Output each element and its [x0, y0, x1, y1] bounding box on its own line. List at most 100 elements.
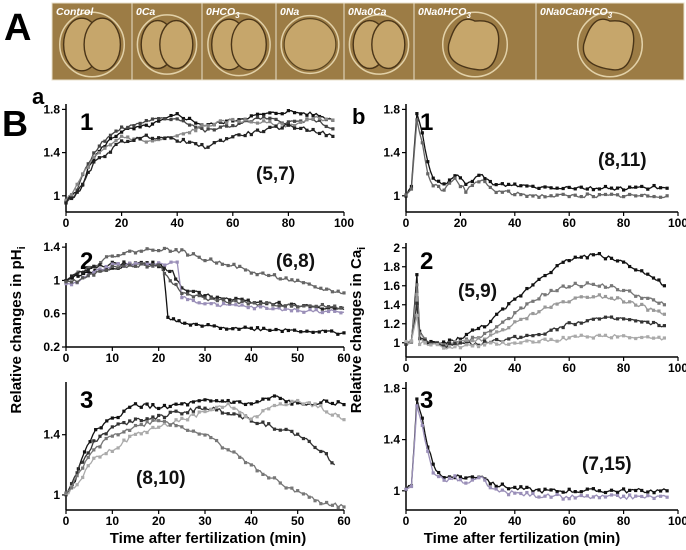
data-point [470, 478, 474, 482]
data-point [579, 295, 583, 299]
data-point [307, 495, 311, 499]
data-point [166, 315, 170, 319]
x-tick-label: 0 [403, 216, 410, 230]
data-point [92, 155, 96, 159]
data-point [268, 125, 272, 129]
data-point [609, 315, 614, 319]
data-point [317, 131, 322, 136]
data-point [180, 412, 184, 416]
data-point [646, 490, 650, 494]
data-point [622, 260, 626, 264]
data-point [320, 302, 324, 307]
data-point [110, 262, 114, 266]
data-point [212, 324, 216, 328]
data-point [525, 317, 529, 321]
data-point [186, 292, 190, 296]
x-tick-label: 50 [291, 514, 305, 528]
data-point [296, 278, 300, 282]
data-point [174, 282, 178, 287]
data-point [591, 188, 595, 192]
data-point [458, 337, 462, 341]
data-point [64, 491, 68, 495]
data-point [225, 119, 229, 123]
data-point [470, 179, 474, 184]
data-point [495, 342, 499, 346]
sample-size-label: (8,10) [136, 468, 186, 489]
data-point [597, 193, 602, 197]
data-point [126, 135, 130, 139]
data-point [495, 337, 499, 342]
data-point [292, 126, 297, 130]
data-point [603, 490, 608, 495]
data-point [591, 295, 595, 299]
data-point [138, 125, 142, 129]
data-point [483, 478, 487, 482]
data-point [280, 112, 284, 116]
data-point [243, 415, 248, 419]
data-point [640, 193, 644, 198]
data-point [175, 117, 179, 121]
data-point [286, 123, 290, 127]
data-point [567, 321, 571, 325]
series-markers-2 [64, 405, 334, 497]
data-point [420, 131, 424, 135]
series-markers-1 [404, 252, 666, 346]
data-point [116, 446, 120, 450]
data-point [573, 496, 577, 500]
ylabel-ca-text: Relative changes in Ca [348, 249, 365, 413]
data-point [579, 255, 583, 259]
data-point [128, 405, 132, 409]
data-point [116, 422, 120, 426]
data-point [214, 405, 219, 409]
data-point [145, 430, 149, 435]
data-point [110, 434, 114, 438]
data-point [567, 185, 571, 190]
data-point [561, 186, 565, 191]
data-point [665, 186, 669, 190]
data-point [81, 276, 85, 280]
data-point [622, 188, 626, 192]
data-point [549, 288, 553, 293]
data-point [277, 300, 281, 304]
data-point [320, 307, 324, 311]
data-point [597, 333, 602, 337]
data-point [665, 489, 669, 493]
panel-b-label: B [2, 103, 28, 144]
sample-size-label: (6,8) [276, 251, 315, 272]
data-point [305, 113, 309, 117]
data-point [86, 464, 90, 468]
data-point [69, 196, 74, 201]
data-point [128, 428, 132, 432]
data-point [103, 146, 107, 150]
data-point [181, 119, 185, 123]
data-point [194, 125, 198, 129]
data-point [634, 494, 638, 498]
x-tick-label: 0 [63, 351, 70, 365]
data-point [646, 187, 650, 191]
data-point [86, 170, 90, 174]
data-point [69, 280, 74, 284]
data-point [110, 425, 114, 429]
data-point [157, 265, 161, 269]
data-point [597, 252, 602, 256]
data-point [555, 339, 559, 343]
data-point [255, 326, 260, 330]
data-point [442, 340, 446, 344]
data-point [573, 334, 577, 338]
data-point [226, 263, 230, 268]
series-line-2 [405, 405, 668, 501]
data-point [603, 184, 608, 189]
data-point [162, 415, 167, 420]
data-point [277, 304, 281, 308]
data-point [98, 263, 102, 267]
data-point [225, 137, 229, 141]
data-point [573, 296, 577, 300]
data-point [104, 268, 108, 273]
x-tick-label: 60 [337, 351, 351, 365]
x-tick-label: 60 [563, 514, 577, 528]
x-tick-label: 60 [226, 216, 240, 230]
data-point [108, 150, 113, 154]
data-point [162, 419, 167, 423]
data-point [447, 476, 452, 480]
chart-a3: 0 10 20 30 40 50 60 1 1.4 3 (8,10) [43, 382, 351, 528]
